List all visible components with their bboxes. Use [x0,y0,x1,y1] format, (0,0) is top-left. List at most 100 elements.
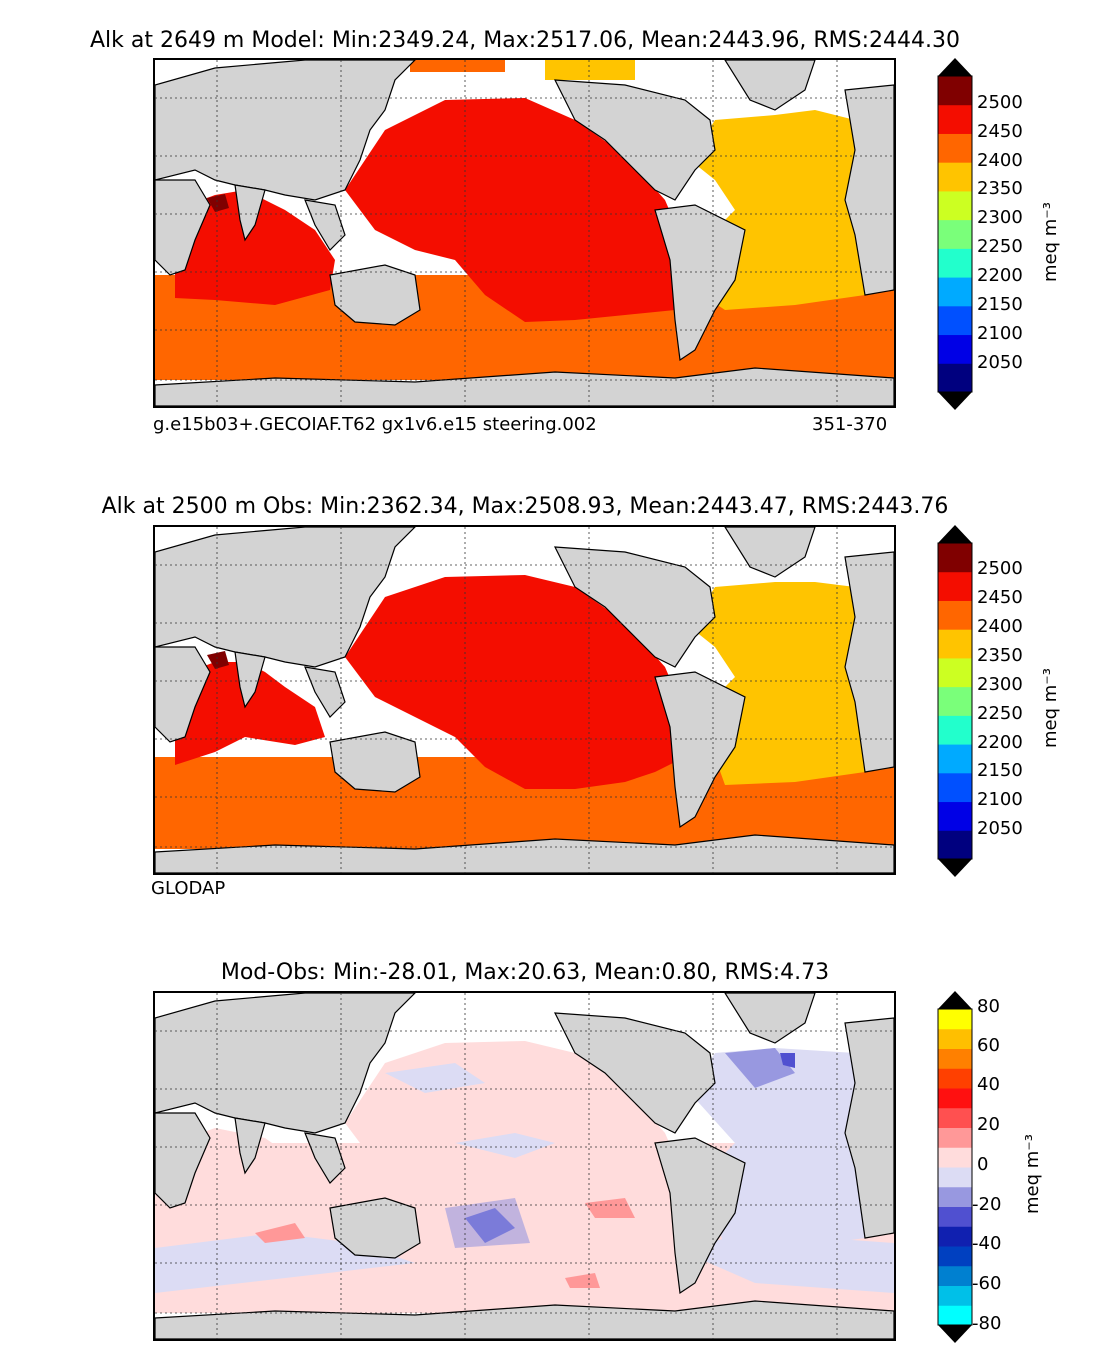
model-caption-right: 351-370 [812,414,888,435]
diff-tick: 20 [977,1114,1000,1135]
obs-pacific-ocean [345,575,685,789]
obs-land [155,527,894,873]
diff-tick: 60 [977,1035,1000,1056]
model-map [153,58,896,408]
model-india [234,184,266,242]
colorbar-segment [938,1246,972,1267]
diff-colorbar-segments [938,1009,972,1326]
model-tick: 2100 [977,323,1023,344]
colorbar-segment [938,104,972,134]
diff-tick: 40 [977,1074,1000,1095]
diff-tick: -20 [972,1194,1002,1215]
obs-map [153,525,896,875]
model-tick: 2400 [977,150,1023,171]
obs-colorbar [937,525,973,877]
diff-africa-east [155,1112,211,1209]
obs-africa-east [155,646,211,743]
model-land [155,60,894,406]
obs-indian-ocean [175,662,325,765]
obs-australia [329,731,421,793]
colorbar-segment [938,1206,972,1227]
colorbar-segment [938,190,972,221]
obs-europe-africa-west [844,551,894,773]
obs-tick: 2300 [977,674,1023,695]
obs-se-asia [304,666,346,718]
colorbar-segment [938,1226,972,1247]
diff-colorbar [937,991,973,1343]
obs-tick: 2200 [977,732,1023,753]
colorbar-segment [938,219,972,249]
diff-greenland [724,993,816,1044]
model-africa-east [155,179,211,276]
colorbar-segment [938,1147,972,1168]
model-tick: 2300 [977,207,1023,228]
colorbar-segment [938,334,972,364]
diff-land [155,993,894,1339]
obs-tick: 2150 [977,760,1023,781]
diff-eurasia [155,993,416,1134]
obs-colorbar-unit: meq m⁻³ [1040,667,1061,748]
diff-indian-pink [175,1128,325,1231]
colorbar-segment [938,363,972,393]
model-colorbar-min-arrow [938,392,972,410]
model-tick: 2350 [977,178,1023,199]
model-greenland [724,60,816,111]
colorbar-segment [938,1088,972,1109]
model-tick: 2200 [977,265,1023,286]
colorbar-segment [938,801,972,831]
colorbar-segment [938,277,972,307]
diff-atlantic-blue-2 [780,1053,795,1068]
colorbar-segment [938,248,972,278]
model-colorbar-max-arrow [938,58,972,76]
model-tick: 2050 [977,352,1023,373]
model-atlantic-north [545,60,635,80]
diff-tick: -60 [972,1273,1002,1294]
colorbar-segment [938,76,972,106]
obs-eurasia [155,527,416,668]
colorbar-segment [938,133,972,163]
colorbar-segment [938,305,972,336]
diff-tick: 0 [977,1154,989,1175]
obs-colorbar-max-arrow [938,525,972,543]
model-red-sea-patch [207,194,229,212]
obs-red-sea-patch [207,651,229,669]
obs-caption-left: GLODAP [151,878,226,899]
colorbar-segment [938,1305,972,1326]
colorbar-segment [938,543,972,573]
obs-tick: 2450 [977,587,1023,608]
diff-north-america [553,1012,716,1134]
diff-atlantic-blue-1 [725,1048,795,1088]
model-north-america [553,79,716,201]
colorbar-segment [938,629,972,659]
model-pacific-ocean [345,98,685,322]
colorbar-segment [938,686,972,716]
obs-tick: 2500 [977,558,1023,579]
model-arctic-orange [410,60,505,72]
diff-panel-title: Mod-Obs: Min:-28.01, Max:20.63, Mean:0.8… [220,960,830,985]
obs-gridlines [155,527,894,873]
model-tick: 2150 [977,294,1023,315]
obs-tick: 2400 [977,616,1023,637]
obs-greenland [724,527,816,578]
model-europe-africa-west [844,84,894,296]
colorbar-segment [938,1285,972,1306]
model-panel-title: Alk at 2649 m Model: Min:2349.24, Max:25… [89,28,961,53]
colorbar-segment [938,571,972,601]
diff-tick: -80 [972,1313,1002,1334]
colorbar-segment [938,162,972,192]
obs-tick: 2350 [977,645,1023,666]
colorbar-segment [938,1028,972,1049]
diff-australia [329,1197,421,1259]
diff-pacific-lavender-2 [385,1063,485,1093]
model-eurasia [155,60,416,201]
obs-tick: 2050 [977,818,1023,839]
colorbar-segment [938,1127,972,1148]
colorbar-segment [938,744,972,774]
colorbar-segment [938,657,972,688]
model-australia [329,264,421,326]
model-tick: 2500 [977,92,1023,113]
colorbar-segment [938,1048,972,1069]
diff-map [153,991,896,1341]
diff-pink-patch-2 [255,1223,305,1243]
colorbar-segment [938,1265,972,1286]
